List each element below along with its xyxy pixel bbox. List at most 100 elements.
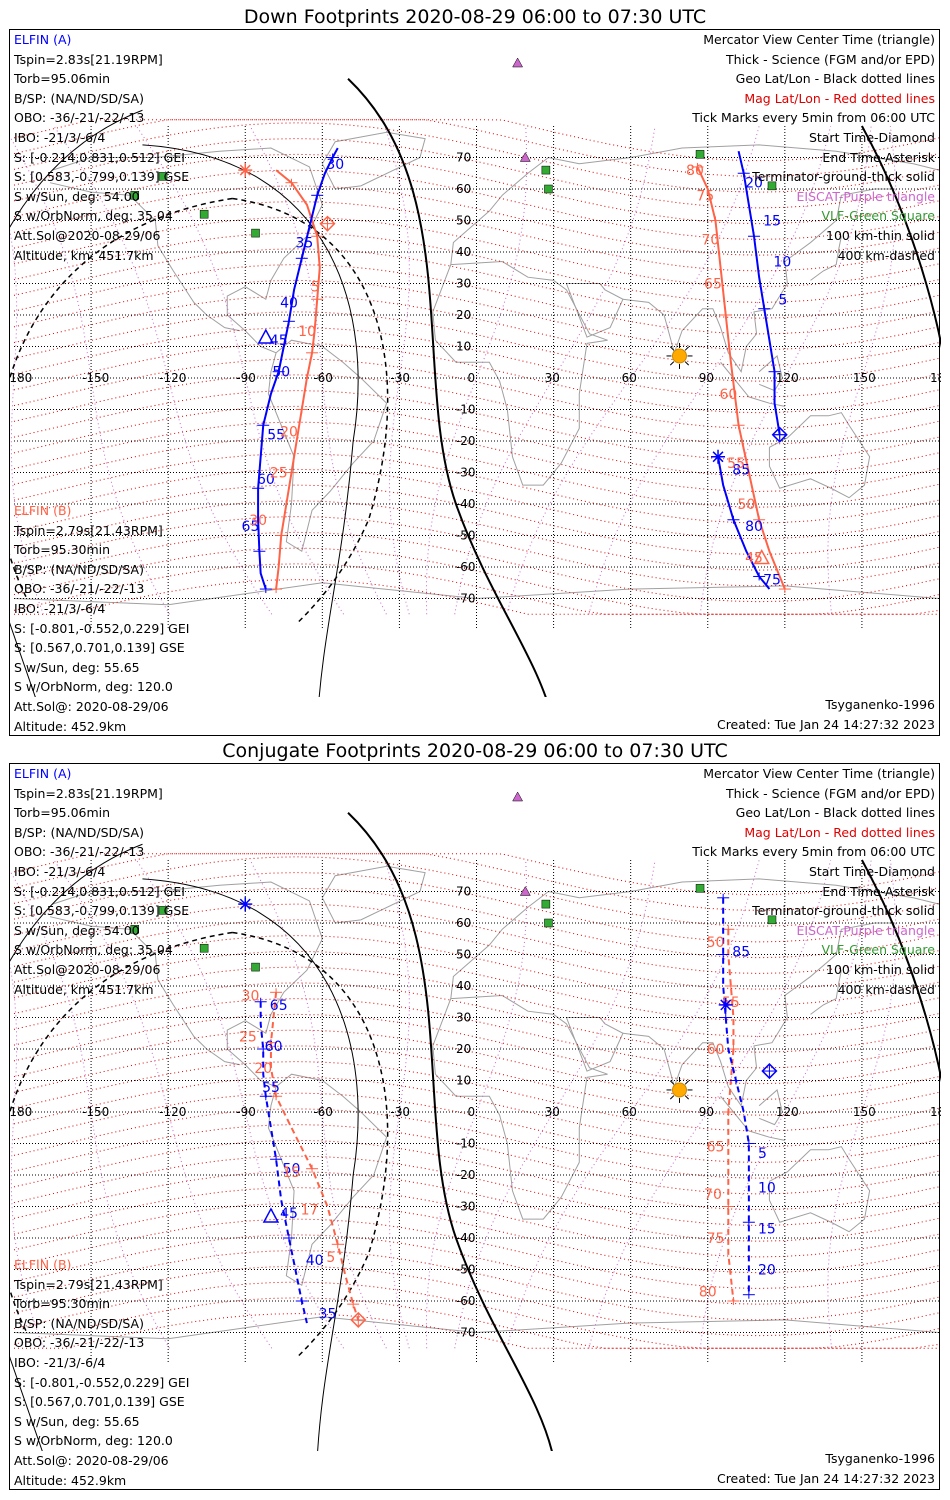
coastline-6 (622, 188, 896, 373)
orbit-100km-east (142, 878, 359, 1451)
elfin-a-info-line: B/SP: (NA/ND/SD/SA) (14, 824, 144, 840)
center-triangle-icon (257, 328, 275, 344)
elfin-b-time-label: 80 (699, 1285, 717, 1301)
lat-tick-label: 40 (456, 245, 471, 259)
elfin-a-time-label: 65 (270, 998, 288, 1014)
elfin-a-time-label: 85 (732, 944, 750, 960)
elfin-b-info-line: Altitude: 452.9km (14, 718, 127, 734)
elfin-a-track-east (737, 150, 781, 435)
vlf-square-icon (158, 172, 168, 181)
mag-lat-line (13, 122, 940, 193)
created-timestamp: Created: Tue Jan 24 14:27:32 2023 (716, 717, 935, 732)
lat-tick-label: -70 (456, 1326, 476, 1340)
mag-lat-line (13, 1171, 940, 1242)
elfin-a-time-label: 20 (745, 176, 763, 192)
elfin-a-time-label: 15 (758, 1222, 776, 1238)
legend-item: Tick Marks every 5min from 06:00 UTC (692, 844, 935, 860)
panel-title-conjugate: Conjugate Footprints 2020-08-29 06:00 to… (222, 740, 728, 762)
lon-tick-label: -120 (159, 1105, 186, 1119)
mag-lat-line (13, 500, 940, 571)
lat-tick-label: 50 (456, 214, 471, 228)
elfin-b-info-line: Att.Sol@: 2020-08-29/06 (14, 1452, 169, 1468)
elfin-a-time-label: 60 (265, 1039, 283, 1055)
elfin-b-info-line: IBO: -21/3/-6/4 (14, 1354, 106, 1370)
elfin-a-time-label: 40 (280, 295, 298, 311)
orbit-400km-east (232, 197, 389, 625)
elfin-a-track-south (717, 456, 771, 590)
elfin-a-name: ELFIN (A) (14, 32, 72, 47)
model-label: Tsyganenko-1996 (825, 1451, 935, 1466)
mag-lat-line (13, 119, 940, 177)
coastline-8 (810, 236, 842, 281)
mag-lat-line (13, 374, 940, 445)
legend-item: Mag Lat/Lon - Red dotted lines (744, 824, 935, 840)
elfin-b-info-line: Altitude: 452.9km (14, 1472, 127, 1488)
elfin-a-info-line: S: [-0.214,0.831,0.512] GEI (14, 883, 185, 899)
legend-item: EISCAT-Purple triangle (796, 188, 935, 204)
legend-item: Terminator-ground-thick solid (752, 903, 935, 919)
map-content: -180 -150 -120 -90 -60 -30 0 30 60 90 120 150 180 70 6… (10, 791, 941, 1451)
legend-item: VLF-Green Square (821, 208, 935, 224)
elfin-b-name: ELFIN (B) (14, 503, 72, 518)
lat-tick-label: 10 (456, 1074, 471, 1088)
elfin-b-info-line: S: [0.567,0.701,0.139] GSE (14, 1394, 185, 1410)
lat-tick-label: 10 (456, 340, 471, 354)
elfin-b-time-label: 25 (270, 466, 288, 482)
vlf-square-icon (695, 150, 705, 159)
sun-icon (666, 1076, 693, 1103)
elfin-a-info-line: B/SP: (NA/ND/SD/SA) (14, 90, 144, 106)
mag-lat-line (13, 982, 940, 1053)
mag-lon-line (425, 125, 528, 615)
elfin-b-time-label: 60 (707, 1042, 725, 1058)
lat-tick-label: -30 (456, 466, 476, 480)
vlf-square-icon (544, 918, 553, 928)
legend-item: 400 km-dashed (837, 247, 935, 263)
orbit-100km-west (10, 843, 143, 1451)
vlf-square-icon (541, 165, 551, 175)
elfin-a-info-line: S: [0.583,-0.799,0.139] GSE (14, 169, 190, 185)
elfin-a-time-label: 45 (270, 333, 288, 349)
mag-lat-line (13, 264, 940, 335)
elfin-a-time-label: 50 (283, 1162, 301, 1178)
elfin-a-time-label: 55 (262, 1080, 280, 1096)
lon-tick-label: 60 (622, 1105, 637, 1119)
elfin-a-info-line: OBO: -36/-21/-22/-13 (14, 110, 145, 126)
elfin-b-time-label: 70 (701, 232, 719, 248)
mag-lon-line (249, 859, 387, 1349)
elfin-b-info-line: Torb=95.30min (14, 1296, 111, 1312)
elfin-a-info-line: Tspin=2.83s[21.19RPM] (14, 51, 163, 67)
vlf-square-icon (541, 899, 551, 909)
elfin-a-info-line: S w/OrbNorm, deg: 35.04 (14, 942, 173, 958)
elfin-b-time-label: 75 (696, 188, 714, 204)
coastline-8 (810, 970, 842, 1015)
lat-tick-label: -40 (456, 1231, 476, 1245)
eiscat-triangle-icon (519, 151, 531, 162)
elfin-b-time-label: 17 (301, 1203, 319, 1219)
lat-tick-label: -60 (456, 1294, 476, 1308)
down-footprints-map: -180 -150 -120 -90 -60 -30 0 30 60 90 120 150 180 70 6… (9, 29, 941, 736)
lat-tick-label: -10 (456, 403, 476, 417)
elfin-b-time-label: 50 (737, 497, 755, 513)
coastline-4 (432, 994, 608, 1220)
coastline-6 (622, 922, 896, 1107)
elfin-b-info-line: Att.Sol@: 2020-08-29/06 (14, 698, 169, 714)
elfin-a-info-line: Att.Sol@2020-08-29/06 (14, 961, 161, 977)
lon-tick-label: 150 (853, 1105, 876, 1119)
mag-lat-line (13, 453, 940, 524)
mag-lat-line (13, 390, 940, 461)
lon-tick-label: -30 (390, 371, 410, 385)
elfin-b-info-line: Tspin=2.79s[21.43RPM] (14, 522, 163, 538)
conjugate-footprints-map: -180 -150 -120 -90 -60 -30 0 30 60 90 120 150 180 70 6… (9, 763, 941, 1490)
lon-tick-label: 180 (930, 1105, 941, 1119)
elfin-b-info-line: S: [-0.801,-0.552,0.229] GEI (14, 1374, 190, 1390)
lat-tick-label: -20 (456, 1168, 476, 1182)
lon-tick-label: -60 (313, 371, 333, 385)
legend-item: Mercator View Center Time (triangle) (703, 766, 935, 781)
end-asterisk-icon (239, 898, 251, 910)
mag-lat-line (13, 437, 940, 508)
vlf-square-icon (158, 906, 168, 915)
mag-lon-line (425, 859, 528, 1349)
elfin-a-name: ELFIN (A) (14, 766, 72, 781)
lon-tick-label: 0 (468, 1105, 476, 1119)
elfin-a-time-label: 5 (779, 292, 788, 308)
